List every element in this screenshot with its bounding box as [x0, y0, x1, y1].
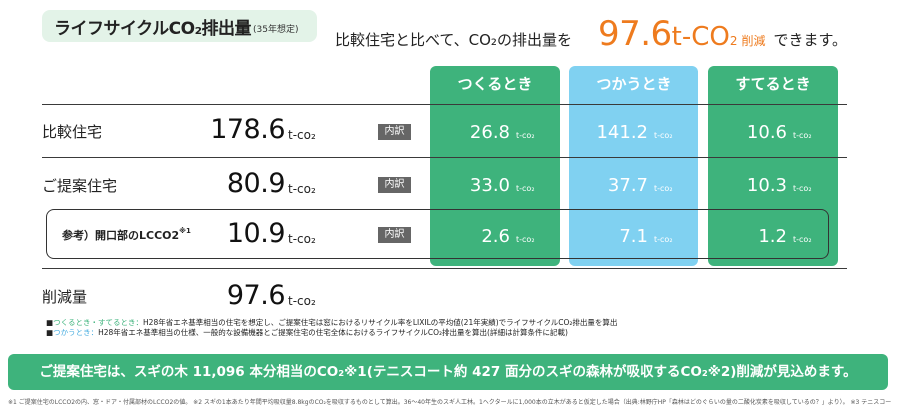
headline-reduced: 削減: [741, 34, 766, 48]
reference-row-frame: [46, 209, 829, 259]
row-total-reduction: 97.6: [226, 280, 286, 311]
unit-label: t-co₂: [288, 232, 316, 246]
section-title: ライフサイクルCO₂排出量 (35年想定): [42, 10, 317, 42]
cell-value: 10.3: [746, 175, 787, 196]
column-header-make: つくるとき: [457, 75, 533, 93]
cell-value: 1.2: [758, 226, 787, 247]
cell-unit: t-co₂: [516, 131, 535, 140]
row-divider: [42, 157, 847, 158]
column-use-bg: [569, 66, 698, 266]
headline-suffix: できます。: [773, 31, 848, 49]
title-sub: (35年想定): [253, 24, 299, 35]
row-label-comparison: 比較住宅: [42, 123, 103, 141]
notes: ■つくるとき・すてるとき：H28年省エネ基準相当の住宅を想定し、ご提案住宅は窓に…: [46, 318, 866, 338]
unit-label: t-co₂: [288, 182, 316, 196]
headline: 比較住宅と比べて、CO₂の排出量を 97.6 t-CO 2 削減 できます。: [335, 14, 895, 54]
unit-label: t-co₂: [288, 294, 316, 308]
cell-unit: t-co₂: [793, 131, 812, 140]
note-line: ■つくるとき・すてるとき：H28年省エネ基準相当の住宅を想定し、ご提案住宅は窓に…: [46, 318, 866, 328]
note-key: つくるとき・すてるとき：: [53, 318, 144, 327]
column-make-bg: [430, 66, 560, 266]
row-divider: [42, 104, 847, 105]
row-label-reference: 参考）開口部のLCCO2※1: [62, 227, 191, 243]
note-marker: ■: [46, 328, 54, 337]
cell-value: 7.1: [619, 226, 648, 247]
cell-value: 2.6: [481, 226, 510, 247]
title-main: ライフサイクルCO₂排出量: [54, 18, 252, 39]
reference-footnote-mark: ※1: [179, 227, 191, 235]
breakdown-badge: 内訳: [378, 177, 411, 193]
cell-value: 33.0: [469, 175, 510, 196]
headline-value: 97.6: [597, 14, 672, 54]
cell-value: 10.6: [746, 122, 787, 143]
row-label-reduction: 削減量: [42, 288, 88, 306]
row-label-proposal: ご提案住宅: [42, 177, 118, 195]
headline-unit-sub: 2: [729, 34, 738, 48]
cell-unit: t-co₂: [654, 131, 673, 140]
cell-value: 26.8: [469, 122, 510, 143]
row-divider: [42, 268, 847, 269]
note-marker: ■: [46, 318, 54, 327]
cell-unit: t-co₂: [516, 235, 535, 244]
note-key: つかうとき：: [53, 328, 99, 337]
column-dispose-bg: [708, 66, 838, 266]
cell-unit: t-co₂: [654, 235, 673, 244]
cell-unit: t-co₂: [516, 184, 535, 193]
note-text: H28年省エネ基準相当の住宅を想定し、ご提案住宅は窓におけるリサイクル率をLIX…: [143, 318, 618, 327]
unit-label: t-co₂: [288, 128, 316, 142]
note-line: ■つかうとき：H28年省エネ基準相当の仕様、一般的な設備機器とご提案住宅の住宅全…: [46, 328, 866, 338]
row-total-reference: 10.9: [226, 218, 286, 249]
row-total-proposal: 80.9: [226, 168, 286, 199]
row-label-reference-text: 参考）開口部のLCCO2: [62, 229, 180, 242]
cell-value: 141.2: [596, 122, 648, 143]
headline-prefix: 比較住宅と比べて、CO₂の排出量を: [335, 31, 572, 49]
column-header-use: つかうとき: [596, 75, 672, 93]
breakdown-badge: 内訳: [378, 227, 411, 243]
breakdown-badge: 内訳: [378, 124, 411, 140]
cell-unit: t-co₂: [654, 184, 673, 193]
note-text: H28年省エネ基準相当の仕様、一般的な設備機器とご提案住宅の住宅全体におけるライ…: [98, 328, 568, 337]
summary-banner: ご提案住宅は、スギの木 11,096 本分相当のCO₂※1(テニスコート約 42…: [8, 354, 888, 390]
cell-unit: t-co₂: [793, 235, 812, 244]
column-header-dispose: すてるとき: [735, 75, 811, 93]
headline-unit: t-CO: [671, 22, 730, 52]
cell-value: 37.7: [607, 175, 648, 196]
row-total-comparison: 178.6: [210, 114, 285, 145]
cell-unit: t-co₂: [793, 184, 812, 193]
footnote: ※1 ご提案住宅のLCCO2の内、窓・ドア・付属部材のLCCO2の値。 ※2 ス…: [8, 399, 893, 406]
